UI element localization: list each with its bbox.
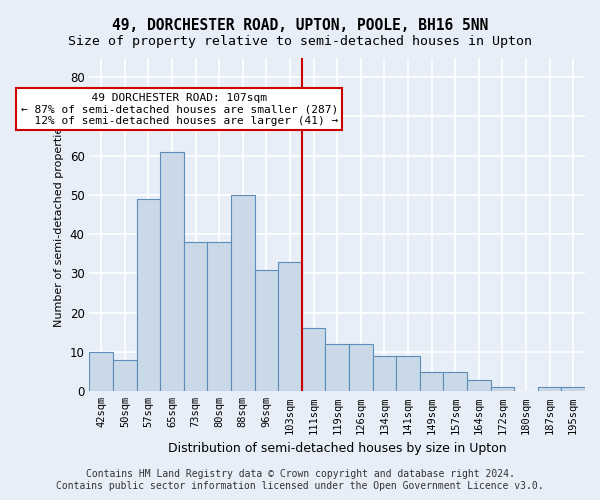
Bar [491, 388, 514, 392]
Bar [396, 356, 420, 392]
Text: 49, DORCHESTER ROAD, UPTON, POOLE, BH16 5NN: 49, DORCHESTER ROAD, UPTON, POOLE, BH16 … [112, 18, 488, 32]
Bar [89, 352, 113, 392]
Bar [208, 242, 231, 392]
Bar [443, 372, 467, 392]
Y-axis label: Number of semi-detached properties: Number of semi-detached properties [54, 122, 64, 328]
Bar [538, 388, 562, 392]
Bar [278, 262, 302, 392]
Text: Contains HM Land Registry data © Crown copyright and database right 2024.
Contai: Contains HM Land Registry data © Crown c… [56, 470, 544, 491]
Text: 49 DORCHESTER ROAD: 107sqm  
← 87% of semi-detached houses are smaller (287)
  1: 49 DORCHESTER ROAD: 107sqm ← 87% of semi… [20, 93, 338, 126]
Bar [254, 270, 278, 392]
Bar [562, 388, 585, 392]
X-axis label: Distribution of semi-detached houses by size in Upton: Distribution of semi-detached houses by … [168, 442, 506, 455]
Bar [302, 328, 325, 392]
Bar [231, 195, 254, 392]
Bar [184, 242, 208, 392]
Bar [160, 152, 184, 392]
Text: Size of property relative to semi-detached houses in Upton: Size of property relative to semi-detach… [68, 35, 532, 48]
Bar [113, 360, 137, 392]
Bar [420, 372, 443, 392]
Bar [349, 344, 373, 392]
Bar [467, 380, 491, 392]
Bar [373, 356, 396, 392]
Bar [137, 199, 160, 392]
Bar [325, 344, 349, 392]
